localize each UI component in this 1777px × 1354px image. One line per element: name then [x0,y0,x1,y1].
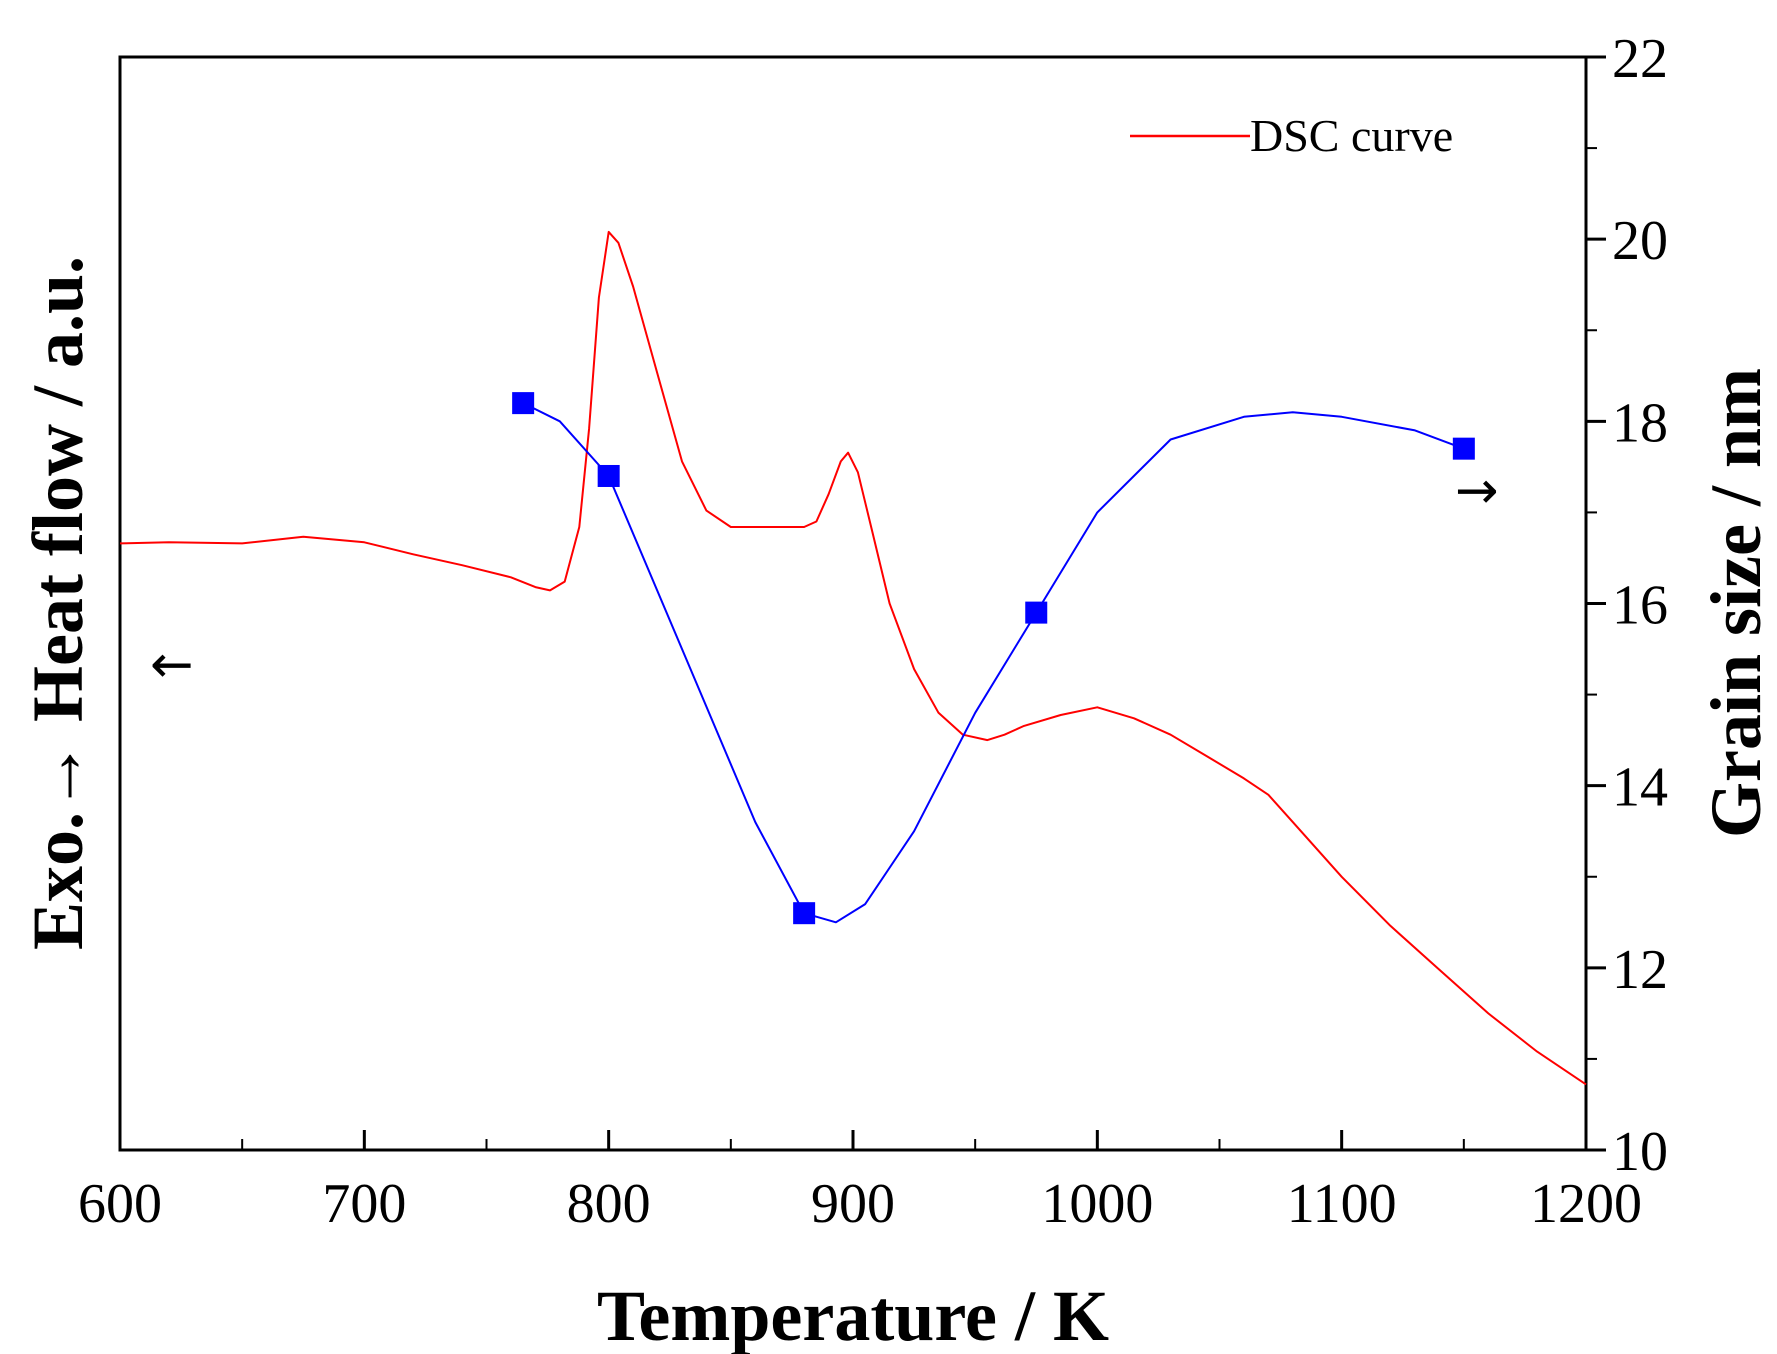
x-tick-label: 900 [811,1173,895,1235]
legend-label: DSC curve [1250,110,1453,161]
grain-size-trend-line [522,402,1465,924]
y-right-tick-label: 20 [1612,210,1668,272]
series-layer [119,230,1587,1086]
grain-size-point [512,392,535,415]
y-right-axis-title: Grain size / nm [1696,368,1776,838]
y-right-axis: 10 12 14 16 18 20 22 [1586,28,1668,1183]
dsc-curve-line [119,230,1587,1086]
x-tick-label: 1200 [1530,1173,1642,1235]
y-right-tick-label: 22 [1612,28,1668,90]
plot-frame [118,55,1588,1152]
x-tick-label: 700 [322,1173,406,1235]
x-tick-label: 1100 [1287,1173,1397,1235]
y-right-tick-label: 10 [1612,1121,1668,1183]
y-left-axis-title: Exo.→ Heat flow / a.u. [18,256,98,950]
grain-size-point [1452,437,1475,460]
x-tick-label: 1000 [1041,1173,1153,1235]
y-right-tick-label: 14 [1612,757,1668,819]
right-axis-arrow: → [1455,461,1499,521]
y-right-tick-label: 16 [1612,575,1668,637]
y-right-tick-label: 12 [1612,939,1668,1001]
legend: DSC curve [1130,110,1453,161]
x-axis: 600 700 800 900 1000 1100 1200 [78,1130,1642,1235]
y-right-tick-label: 18 [1612,392,1668,454]
left-axis-arrow: ← [150,635,194,695]
x-tick-label: 600 [78,1173,162,1235]
x-axis-title: Temperature / K [597,1276,1109,1354]
x-tick-label: 800 [567,1173,651,1235]
